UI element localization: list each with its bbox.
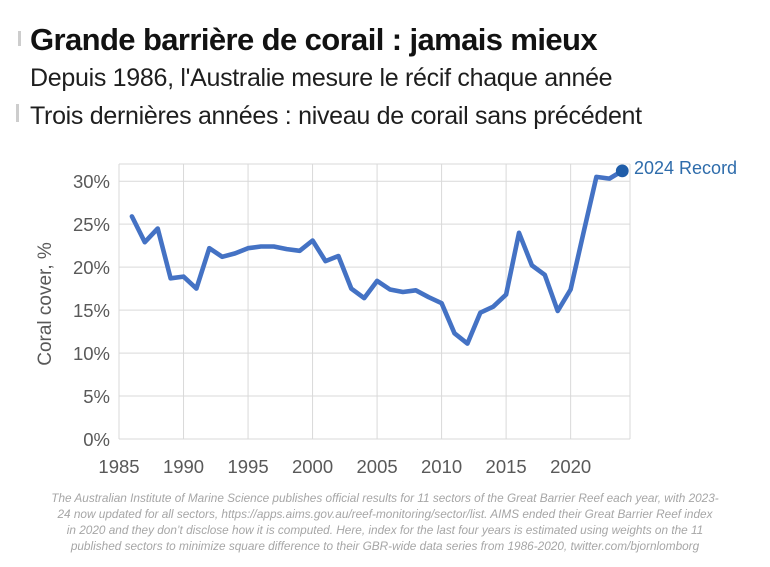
footnote-line: in 2020 and they don’t disclose how it i…	[66, 522, 704, 537]
accent-tick-top	[18, 31, 21, 46]
subtitle-line-1: Depuis 1986, l'Australie mesure le récif…	[30, 64, 613, 92]
y-tick-label: 30%	[72, 171, 110, 193]
x-tick-label: 2000	[291, 456, 334, 477]
y-tick-label: 10%	[72, 343, 110, 365]
accent-tick-bottom	[16, 104, 19, 122]
page-title: Grande barrière de corail : jamais mieux	[30, 22, 598, 57]
x-tick-label: 1985	[98, 456, 140, 477]
x-tick-label: 2020	[550, 456, 592, 477]
y-tick-label: 25%	[72, 214, 110, 236]
y-tick-label: 0%	[83, 429, 110, 450]
y-tick-label: 5%	[83, 386, 110, 408]
record-2024-dot	[615, 164, 629, 178]
x-tick-label: 1995	[227, 456, 269, 477]
y-tick-label: 15%	[72, 300, 110, 322]
x-tick-label: 2010	[421, 456, 463, 477]
source-footnote: The Australian Institute of Marine Scien…	[0, 491, 770, 555]
coral-cover-line	[129, 168, 625, 346]
y-tick-label: 20%	[72, 257, 110, 279]
x-tick-label: 2005	[356, 456, 398, 477]
footnote-line: The Australian Institute of Marine Scien…	[51, 491, 719, 505]
x-tick-label: 1990	[162, 456, 205, 477]
record-2024-label: 2024 Record	[634, 158, 738, 178]
footnote-line: 24 now updated for all sectors, https://…	[57, 506, 713, 521]
footnote-line: published sectors to minimize square dif…	[70, 538, 700, 553]
x-tick-label: 2015	[485, 456, 527, 477]
subtitle-line-2: Trois dernières années : niveau de corai…	[30, 102, 642, 130]
